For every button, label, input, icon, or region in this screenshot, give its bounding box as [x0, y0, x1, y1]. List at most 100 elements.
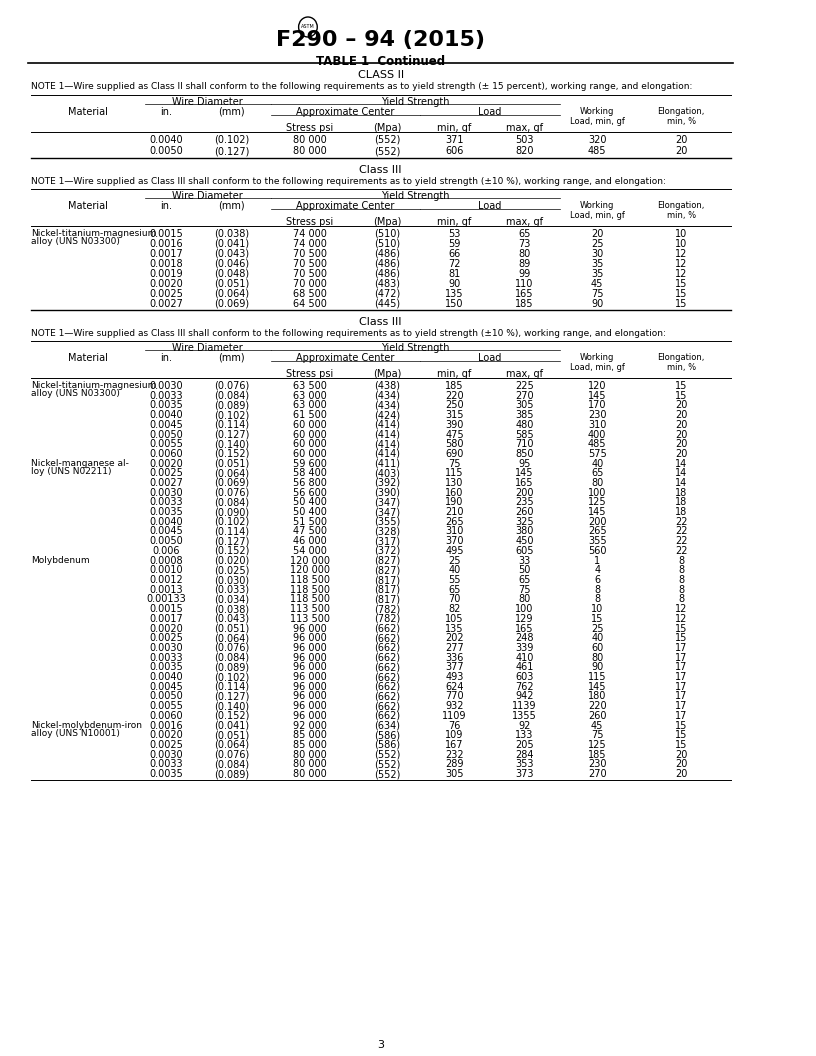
Text: 145: 145	[588, 682, 606, 692]
Text: 165: 165	[515, 478, 534, 488]
Text: (662): (662)	[375, 701, 401, 711]
Text: Yield Strength: Yield Strength	[381, 191, 450, 201]
Text: (0.069): (0.069)	[214, 478, 249, 488]
Text: 72: 72	[448, 259, 461, 269]
Text: (0.152): (0.152)	[214, 449, 249, 459]
Text: 17: 17	[675, 643, 687, 653]
Text: 40: 40	[591, 458, 603, 469]
Text: (510): (510)	[375, 239, 401, 249]
Text: NOTE 1—Wire supplied as Class III shall conform to the following requirements as: NOTE 1—Wire supplied as Class III shall …	[31, 177, 666, 186]
Text: 80 000: 80 000	[293, 135, 326, 145]
Text: (0.089): (0.089)	[214, 769, 249, 779]
Text: (317): (317)	[375, 536, 401, 546]
Text: Load: Load	[478, 353, 502, 363]
Text: 0.0033: 0.0033	[149, 759, 183, 770]
Text: 66: 66	[448, 249, 460, 259]
Text: 0.0033: 0.0033	[149, 391, 183, 400]
Text: 76: 76	[448, 720, 460, 731]
Text: 25: 25	[448, 555, 461, 566]
Text: Wire Diameter: Wire Diameter	[172, 191, 243, 201]
Text: Material: Material	[68, 201, 108, 211]
Text: Nickel-titanium-magnesium: Nickel-titanium-magnesium	[31, 229, 156, 238]
Text: 0.0018: 0.0018	[149, 259, 183, 269]
Text: 55: 55	[448, 576, 461, 585]
Text: 56 600: 56 600	[293, 488, 326, 497]
Text: 0.0016: 0.0016	[149, 720, 183, 731]
Text: (0.043): (0.043)	[214, 249, 249, 259]
Text: 73: 73	[518, 239, 530, 249]
Text: (782): (782)	[374, 614, 401, 624]
Text: 56 800: 56 800	[293, 478, 326, 488]
Text: 130: 130	[446, 478, 463, 488]
Text: 50 400: 50 400	[293, 507, 326, 517]
Text: 96 000: 96 000	[293, 682, 326, 692]
Text: 100: 100	[588, 488, 606, 497]
Text: (0.102): (0.102)	[214, 135, 249, 145]
Text: (0.084): (0.084)	[214, 759, 249, 770]
Text: Working
Load, min, gf: Working Load, min, gf	[570, 201, 625, 221]
Text: 270: 270	[515, 391, 534, 400]
Text: 0.0060: 0.0060	[149, 449, 183, 459]
Text: min, gf: min, gf	[437, 122, 472, 133]
Text: ASTM: ASTM	[301, 24, 315, 30]
Text: 0.0017: 0.0017	[149, 614, 183, 624]
Text: 377: 377	[446, 662, 463, 673]
Text: 135: 135	[446, 623, 463, 634]
Text: (0.089): (0.089)	[214, 662, 249, 673]
Text: 12: 12	[675, 269, 687, 279]
Text: 60 000: 60 000	[293, 439, 326, 449]
Text: (782): (782)	[374, 604, 401, 615]
Text: 325: 325	[515, 516, 534, 527]
Text: 0.0015: 0.0015	[149, 604, 183, 615]
Text: (403): (403)	[375, 468, 401, 478]
Text: 0.0033: 0.0033	[149, 653, 183, 662]
Text: 0.0030: 0.0030	[149, 488, 183, 497]
Text: 410: 410	[515, 653, 534, 662]
Text: 115: 115	[588, 672, 606, 682]
Text: 96 000: 96 000	[293, 711, 326, 721]
Text: (0.076): (0.076)	[214, 643, 249, 653]
Text: 65: 65	[518, 229, 530, 239]
Text: (411): (411)	[375, 458, 401, 469]
Text: 0.0027: 0.0027	[149, 478, 183, 488]
Text: 0.0045: 0.0045	[149, 682, 183, 692]
Text: 0.0050: 0.0050	[149, 146, 183, 156]
Text: 12: 12	[675, 259, 687, 269]
Text: 70 000: 70 000	[293, 279, 326, 289]
Text: 40: 40	[591, 634, 603, 643]
Text: 96 000: 96 000	[293, 672, 326, 682]
Text: Nickel-titanium-magnesium: Nickel-titanium-magnesium	[31, 381, 156, 390]
Text: 63 000: 63 000	[293, 400, 326, 411]
Text: 0.0030: 0.0030	[149, 643, 183, 653]
Text: 15: 15	[675, 634, 687, 643]
Text: min, gf: min, gf	[437, 369, 472, 379]
Text: 480: 480	[515, 420, 534, 430]
Text: Material: Material	[68, 353, 108, 363]
Text: (Mpa): (Mpa)	[373, 369, 401, 379]
Text: 8: 8	[594, 595, 601, 604]
Text: (0.114): (0.114)	[214, 420, 249, 430]
Text: 15: 15	[675, 289, 687, 299]
Text: (552): (552)	[374, 146, 401, 156]
Text: Stress psi: Stress psi	[286, 369, 334, 379]
Text: (0.048): (0.048)	[214, 269, 249, 279]
Text: 70 500: 70 500	[293, 249, 326, 259]
Text: 605: 605	[515, 546, 534, 555]
Text: 125: 125	[588, 740, 606, 750]
Text: 63 000: 63 000	[293, 391, 326, 400]
Text: 284: 284	[515, 750, 534, 759]
Text: (0.041): (0.041)	[214, 239, 249, 249]
Text: 17: 17	[675, 711, 687, 721]
Text: (662): (662)	[375, 672, 401, 682]
Text: 115: 115	[446, 468, 463, 478]
Text: 74 000: 74 000	[293, 239, 326, 249]
Text: 64 500: 64 500	[293, 299, 326, 309]
Text: 220: 220	[446, 391, 463, 400]
Text: 190: 190	[446, 497, 463, 507]
Text: (0.069): (0.069)	[214, 299, 249, 309]
Text: Working
Load, min, gf: Working Load, min, gf	[570, 353, 625, 373]
Text: 8: 8	[678, 565, 685, 576]
Text: 125: 125	[588, 497, 606, 507]
Text: (483): (483)	[375, 279, 401, 289]
Text: 75: 75	[448, 458, 461, 469]
